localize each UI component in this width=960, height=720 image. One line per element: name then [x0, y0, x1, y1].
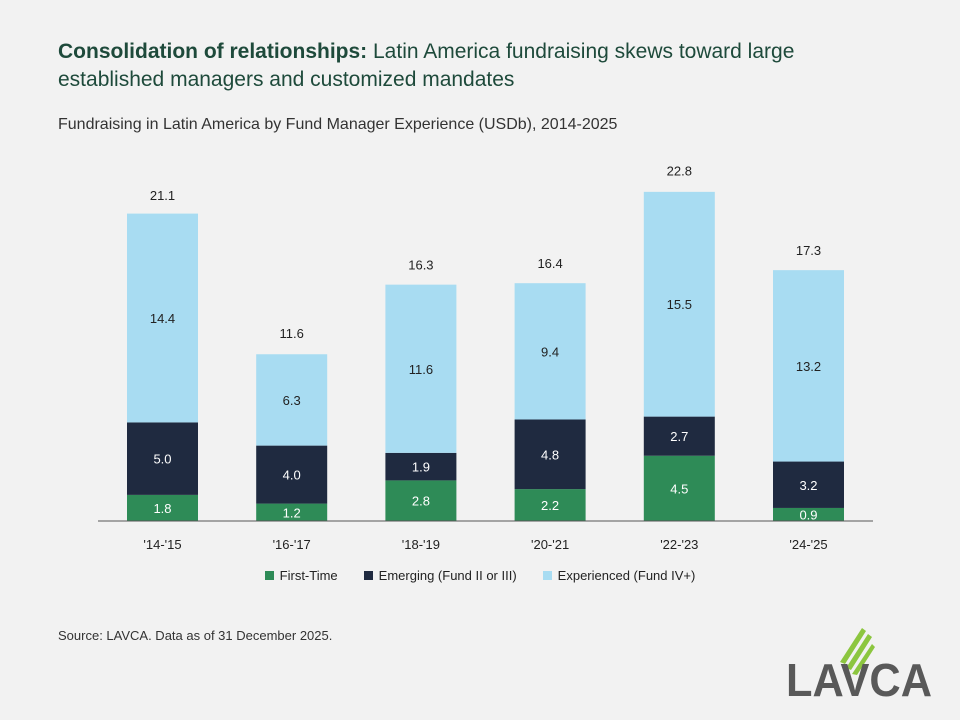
bar-segment-emerging	[643, 416, 715, 456]
bar-segment-experienced	[773, 270, 844, 462]
x-tick-label: '14-'15	[143, 537, 181, 552]
legend-label-emerging: Emerging (Fund II or III)	[378, 568, 517, 583]
legend-item-emerging: Emerging (Fund II or III)	[363, 568, 517, 583]
chart-subtitle: Fundraising in Latin America by Fund Man…	[58, 116, 618, 133]
legend-swatch-first-time	[264, 571, 274, 580]
data-label-experienced: 14.4	[150, 311, 175, 326]
data-label-first-time: 0.9	[799, 507, 817, 522]
stacked-bar-chart: 1.8 5.0 14.4 21.1 '14-'15 1.2 4.0 6.3 11.6 '16-'1…	[98, 163, 873, 552]
headline-bold: Consolidation of relationships:	[58, 40, 368, 63]
bar-segment-first-time	[256, 503, 328, 521]
data-label-experienced: 15.5	[667, 297, 692, 312]
bar-segment-first-time	[773, 507, 844, 521]
total-label: 11.6	[280, 326, 304, 341]
data-label-experienced: 9.4	[541, 344, 559, 359]
x-tick-label: '20-'21	[531, 537, 569, 552]
data-label-emerging: 1.9	[412, 460, 430, 475]
legend-label-experienced: Experienced (Fund IV+)	[557, 568, 696, 583]
x-tick-label: '24-'25	[789, 537, 827, 552]
bar-segment-emerging	[514, 419, 586, 490]
bar-segment-first-time	[514, 489, 586, 521]
source-note: Source: LAVCA. Data as of 31 December 20…	[58, 628, 333, 643]
bar-segment-first-time	[643, 455, 715, 521]
total-label: 16.4	[537, 256, 562, 271]
legend-label-first-time: First-Time	[279, 568, 338, 583]
data-label-first-time: 2.8	[412, 494, 430, 509]
legend-item-first-time: First-Time	[264, 568, 338, 583]
total-label: 22.8	[667, 163, 692, 178]
bar-segment-experienced	[514, 283, 586, 420]
bar-segment-experienced	[256, 354, 328, 446]
total-label: 21.1	[150, 188, 175, 203]
logo-leaf-icon	[840, 628, 875, 675]
chart-legend: First-Time Emerging (Fund II or III) Exp…	[0, 568, 960, 583]
data-label-experienced: 11.6	[409, 362, 433, 377]
legend-item-experienced: Experienced (Fund IV+)	[542, 568, 696, 583]
bar-segment-emerging	[385, 452, 457, 481]
x-tick-label: '22-'23	[660, 537, 698, 552]
bar-segment-experienced	[643, 191, 715, 417]
bar-segment-emerging	[773, 461, 844, 508]
headline-rest: Latin America fundraising skews toward l…	[58, 40, 795, 91]
bar-segment-first-time	[385, 480, 457, 521]
x-tick-label: '16-'17	[273, 537, 311, 552]
bar-segment-emerging	[127, 422, 198, 495]
data-label-emerging: 4.0	[283, 468, 301, 483]
data-label-experienced: 6.3	[283, 393, 301, 408]
data-label-emerging: 2.7	[670, 429, 688, 444]
chart-headline: Consolidation of relationships: Latin Am…	[58, 38, 878, 94]
data-label-first-time: 1.2	[283, 505, 301, 520]
data-label-first-time: 2.2	[541, 498, 559, 513]
lavca-logo: LAVCA	[786, 628, 932, 702]
bar-segment-experienced	[127, 213, 198, 423]
data-label-first-time: 4.5	[670, 481, 688, 496]
data-label-first-time: 1.8	[153, 501, 171, 516]
bar-segment-experienced	[385, 284, 457, 453]
bar-segment-first-time	[127, 494, 198, 521]
legend-swatch-emerging	[363, 571, 373, 580]
legend-swatch-experienced	[542, 571, 552, 580]
bar-segment-emerging	[256, 445, 328, 504]
total-label: 16.3	[408, 258, 433, 273]
data-label-emerging: 4.8	[541, 447, 559, 462]
total-label: 17.3	[796, 243, 821, 258]
data-label-emerging: 5.0	[153, 452, 171, 467]
data-label-emerging: 3.2	[799, 478, 817, 493]
x-tick-label: '18-'19	[402, 537, 440, 552]
data-label-experienced: 13.2	[796, 359, 821, 374]
logo-wordmark: LAVCA	[786, 654, 932, 702]
